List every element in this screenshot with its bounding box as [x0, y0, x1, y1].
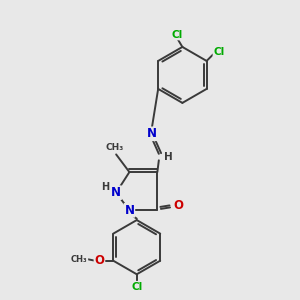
Text: H: H: [101, 182, 109, 192]
Text: N: N: [111, 186, 121, 199]
Text: O: O: [94, 254, 104, 267]
Text: N: N: [146, 127, 157, 140]
Text: Cl: Cl: [172, 30, 183, 40]
Text: CH₃: CH₃: [106, 142, 124, 152]
Text: H: H: [164, 152, 172, 162]
Text: Cl: Cl: [213, 46, 225, 56]
Text: Cl: Cl: [131, 282, 142, 292]
Text: N: N: [124, 204, 134, 217]
Text: CH₃: CH₃: [71, 255, 88, 264]
Text: O: O: [173, 200, 183, 212]
